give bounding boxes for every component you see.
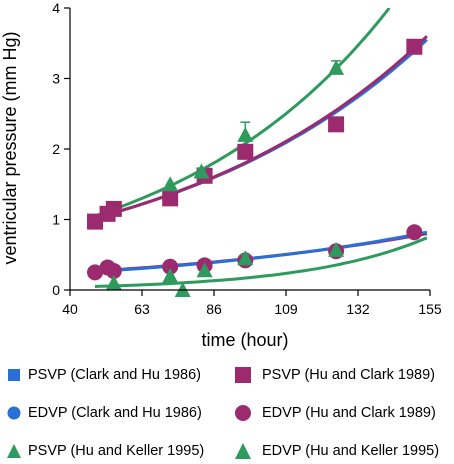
plot-area — [87, 8, 428, 297]
data-point — [406, 224, 423, 241]
x-tick-label: 155 — [418, 301, 442, 317]
fit-curve — [94, 230, 428, 274]
x-tick-label: 109 — [274, 301, 298, 317]
legend-item-edvp-hu-clark-1989: EDVP (Hu and Clark 1989) — [232, 403, 436, 423]
legend-label: EDVP (Hu and Keller 1995) — [262, 443, 440, 459]
data-point — [328, 59, 345, 75]
legend-label: EDVP (Hu and Clark 1989) — [262, 405, 436, 421]
data-point — [105, 200, 122, 217]
axes: 40 63 86 109 132 155 0 1 2 3 4 — [52, 0, 442, 317]
x-axis-title: time (hour) — [201, 330, 288, 350]
data-point — [406, 38, 423, 55]
fit-curve — [94, 38, 428, 220]
legend-label: PSVP (Clark and Hu 1986) — [28, 367, 202, 383]
fit-curve — [94, 232, 428, 273]
fit-curve — [94, 8, 391, 218]
y-tick-label: 0 — [52, 282, 60, 298]
data-point — [162, 258, 179, 275]
data-point — [162, 190, 179, 207]
x-tick-label: 86 — [206, 301, 222, 317]
y-tick-label: 2 — [52, 141, 60, 157]
data-point — [328, 241, 345, 257]
data-point — [328, 116, 345, 133]
data-point — [105, 262, 122, 279]
legend-marker-square-purple — [235, 367, 251, 383]
legend-item-edvp-clark-hu-1986: EDVP (Clark and Hu 1986) — [6, 403, 202, 423]
y-tick-label: 3 — [52, 71, 60, 87]
data-point — [162, 267, 179, 283]
legend: PSVP (Clark and Hu 1986) PSVP (Hu and Cl… — [0, 362, 454, 464]
data-point — [162, 176, 179, 192]
legend-label: PSVP (Hu and Keller 1995) — [28, 443, 205, 459]
x-tick-label: 132 — [346, 301, 370, 317]
legend-label: PSVP (Hu and Clark 1989) — [262, 367, 436, 383]
y-tick-label: 1 — [52, 212, 60, 228]
fit-curve — [94, 35, 428, 220]
legend-item-psvp-clark-hu-1986: PSVP (Clark and Hu 1986) — [6, 365, 201, 385]
legend-item-edvp-hu-keller-1995: EDVP (Hu and Keller 1995) — [232, 441, 439, 461]
y-axis-title: ventricular pressure (mm Hg) — [0, 31, 20, 264]
chart: 40 63 86 109 132 155 0 1 2 3 4 time (hour) ventric… — [0, 0, 442, 350]
y-tick-label: 4 — [52, 0, 60, 16]
legend-marker-circle-blue — [7, 406, 21, 420]
legend-marker-circle-purple — [235, 405, 251, 421]
legend-marker-square-blue — [8, 369, 20, 381]
fit-curve — [94, 236, 428, 288]
legend-marker-triangle-green — [235, 443, 251, 459]
data-point — [237, 143, 254, 160]
legend-label: EDVP (Clark and Hu 1986) — [28, 405, 202, 421]
data-point — [105, 274, 122, 290]
data-point — [193, 163, 210, 179]
data-point — [237, 126, 254, 142]
legend-item-psvp-hu-clark-1989: PSVP (Hu and Clark 1989) — [232, 365, 435, 385]
data-point — [196, 262, 213, 278]
legend-marker-triangle-green — [7, 444, 21, 458]
data-point — [237, 250, 254, 266]
x-tick-label: 63 — [134, 301, 150, 317]
x-tick-label: 40 — [62, 301, 78, 317]
legend-item-psvp-hu-keller-1995: PSVP (Hu and Keller 1995) — [6, 441, 204, 461]
data-point — [87, 213, 104, 230]
data-point — [87, 264, 104, 281]
